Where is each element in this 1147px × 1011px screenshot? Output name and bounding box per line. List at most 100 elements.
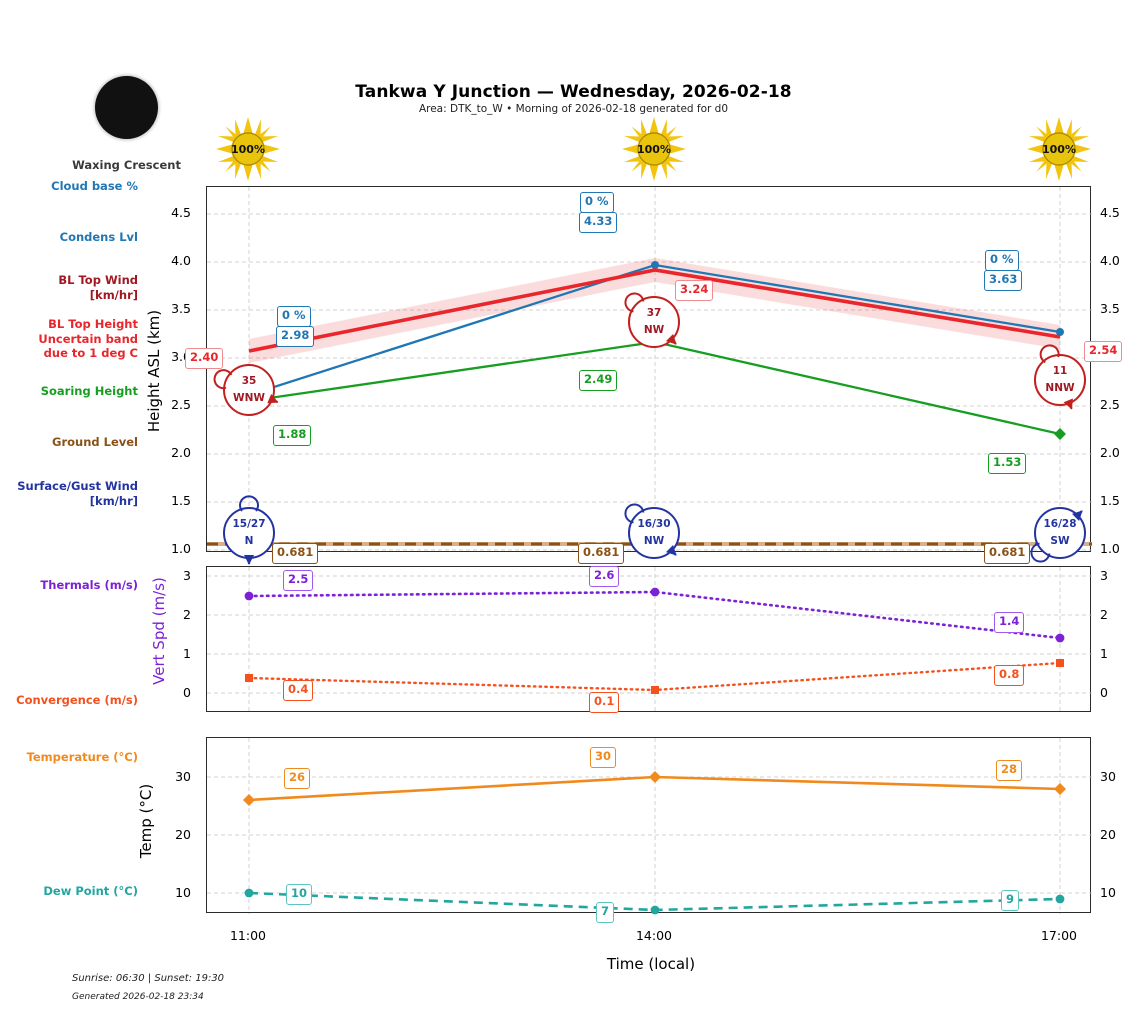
sun-icon-1400: 100%	[621, 116, 687, 182]
moon-phase-label: Waxing Crescent	[72, 158, 181, 172]
panel1-ytick-right-1-0: 1.0	[1100, 541, 1120, 556]
wind-rose-icon	[1030, 507, 1086, 563]
panel3-ytick-30: 30	[175, 769, 191, 784]
x-tick-1100: 11:00	[229, 928, 267, 943]
panel2-ytick-1: 1	[183, 646, 191, 661]
panel3-ytick-20: 20	[175, 827, 191, 842]
value-box-condens-1700: 3.63	[984, 270, 1023, 291]
surface-wind-speed-1700: 16/28	[1043, 518, 1077, 530]
value-box-condens-1400: 4.33	[579, 212, 618, 233]
footer-sunrise-sunset: Sunrise: 06:30 | Sunset: 19:30	[72, 973, 225, 984]
panel2-ytick-2: 2	[183, 607, 191, 622]
panel2-ytick-right-2: 2	[1100, 607, 1108, 622]
panel3-y-axis-title: Temp (°C)	[137, 783, 155, 859]
value-box-temperature-1700: 28	[996, 760, 1023, 781]
panel1-ytick-4-0: 4.0	[171, 253, 191, 268]
side-label-temperature: Temperature (°C)	[26, 750, 138, 764]
surface-wind-rose-1400: 16/30 NW	[624, 503, 682, 561]
panel3-ytick-right-20: 20	[1100, 827, 1116, 842]
wind-rose-icon	[223, 495, 275, 565]
value-box-temperature-1400: 30	[590, 747, 617, 768]
panel3-ytick-right-30: 30	[1100, 769, 1116, 784]
sun-icon-1100: 100%	[215, 116, 281, 182]
value-box-soaring-1400: 2.49	[579, 370, 618, 391]
side-label-ground-level: Ground Level	[52, 435, 138, 449]
value-box-thermals-1700: 1.4	[994, 612, 1025, 633]
value-box-dewpoint-1700: 9	[1001, 890, 1020, 911]
value-box-convergence-1700: 0.8	[994, 665, 1025, 686]
panel1-ytick-right-4-0: 4.0	[1100, 253, 1120, 268]
sun-pct-label: 100%	[231, 142, 265, 156]
panel3-ytick-10: 10	[175, 885, 191, 900]
value-box-cloudbase-1400: 0 %	[580, 192, 614, 213]
side-label-bl-top-wind: BL Top Wind [km/hr]	[58, 273, 138, 302]
side-label-condens-lvl: Condens Lvl	[59, 230, 138, 244]
panel3-ytick-right-10: 10	[1100, 885, 1116, 900]
side-label-thermals: Thermals (m/s)	[40, 578, 138, 592]
bl-top-wind-rose-1700: 11 NNW	[1032, 344, 1088, 410]
panel1-ytick-2-5: 2.5	[171, 397, 191, 412]
value-box-bltop-1400: 3.24	[675, 280, 714, 301]
surface-wind-dir-1400: NW	[643, 535, 665, 547]
panel2-ytick-3: 3	[183, 568, 191, 583]
panel2-ytick-right-3: 3	[1100, 568, 1108, 583]
panel1-ytick-4-5: 4.5	[171, 205, 191, 220]
surface-wind-dir-1100: N	[244, 535, 254, 547]
panel1-ytick-1-0: 1.0	[171, 541, 191, 556]
value-box-dewpoint-1400: 7	[596, 902, 615, 923]
panel2-ytick-0: 0	[183, 685, 191, 700]
panel1-ytick-right-2-5: 2.5	[1100, 397, 1120, 412]
sun-rays-icon	[216, 117, 280, 181]
surface-wind-speed-1100: 15/27	[232, 518, 266, 530]
height-panel-svg	[207, 187, 1092, 553]
temperature-panel	[206, 737, 1092, 915]
gridlines	[207, 567, 1092, 713]
panel1-ytick-3-5: 3.5	[171, 301, 191, 316]
x-tick-1700: 17:00	[1040, 928, 1078, 943]
temperature-panel-svg	[207, 738, 1092, 915]
panel1-ytick-right-4-5: 4.5	[1100, 205, 1120, 220]
panel1-ytick-2-0: 2.0	[171, 445, 191, 460]
wind-rose-icon	[624, 292, 680, 348]
thermals-series	[244, 587, 1065, 643]
side-label-cloud-base-pct: Cloud base %	[51, 179, 138, 193]
value-box-convergence-1100: 0.4	[283, 680, 314, 701]
moon-new-icon	[95, 76, 158, 139]
value-box-bltop-1100: 2.40	[185, 348, 224, 369]
footer-generated: Generated 2026-02-18 23:34	[72, 992, 204, 1002]
surface-wind-rose-1100: 15/27 N	[221, 495, 277, 565]
bl-top-wind-speed-1700: 11	[1052, 365, 1068, 377]
sun-icon-1700: 100%	[1026, 116, 1092, 182]
value-box-ground-1400: 0.681	[578, 543, 625, 564]
side-label-convergence: Convergence (m/s)	[16, 693, 138, 707]
value-box-soaring-1100: 1.88	[273, 425, 312, 446]
panel2-ytick-right-1: 1	[1100, 646, 1108, 661]
bl-top-wind-dir-1700: NNW	[1045, 382, 1075, 394]
value-box-cloudbase-1100: 0 %	[277, 306, 311, 327]
bl-top-wind-dir-1100: WNW	[233, 392, 265, 404]
surface-wind-rose-1700: 16/28 SW	[1030, 505, 1088, 563]
bl-top-wind-speed-1100: 35	[241, 375, 257, 387]
bl-top-wind-dir-1400: NW	[643, 324, 665, 336]
side-label-surface-gust-wind: Surface/Gust Wind [km/hr]	[17, 479, 138, 508]
value-box-soaring-1700: 1.53	[988, 453, 1027, 474]
value-box-ground-1700: 0.681	[984, 543, 1031, 564]
temperature-series	[243, 771, 1066, 806]
bl-top-wind-rose-1100: 35 WNW	[213, 362, 279, 418]
bl-top-wind-rose-1400: 37 NW	[624, 292, 682, 350]
surface-wind-speed-1400: 16/30	[637, 518, 671, 530]
value-box-condens-1100: 2.98	[276, 326, 315, 347]
page-subtitle: Area: DTK_to_W • Morning of 2026-02-18 g…	[418, 103, 729, 115]
value-box-dewpoint-1100: 10	[286, 884, 313, 905]
wind-rose-icon	[1034, 344, 1086, 410]
bl-top-height-series	[248, 268, 1061, 353]
gridlines	[207, 738, 1092, 914]
x-tick-1400: 14:00	[635, 928, 673, 943]
panel2-y-axis-title: Vert Spd (m/s)	[150, 577, 168, 685]
side-label-bl-top-height: BL Top Height Uncertain band due to 1 de…	[38, 317, 138, 360]
surface-wind-dir-1700: SW	[1050, 535, 1070, 547]
panel2-ytick-right-0: 0	[1100, 685, 1108, 700]
value-box-convergence-1400: 0.1	[589, 692, 620, 713]
wind-rose-icon	[213, 364, 279, 416]
vertspd-panel	[206, 566, 1092, 713]
